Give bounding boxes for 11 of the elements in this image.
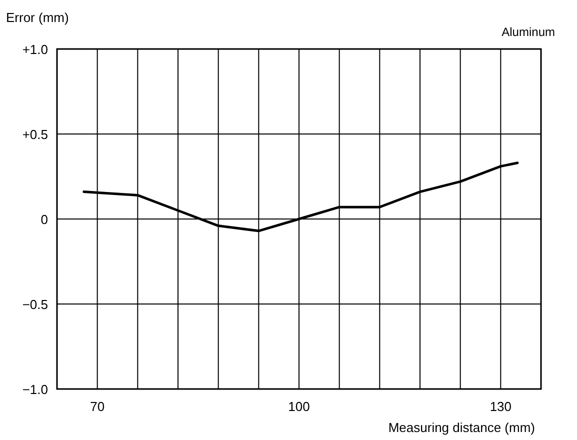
x-axis-title: Measuring distance (mm) (388, 420, 535, 435)
x-tick-label: 130 (490, 399, 512, 414)
y-tick-label: −0.5 (22, 297, 48, 312)
x-tick-label: 100 (288, 399, 310, 414)
x-tick-label: 70 (90, 399, 105, 414)
y-tick-label: +1.0 (22, 42, 48, 57)
y-tick-label: 0 (40, 212, 48, 227)
y-axis-title: Error (mm) (6, 10, 69, 25)
y-tick-label: −1.0 (22, 382, 48, 397)
y-tick-label: +0.5 (22, 127, 48, 142)
chart-title: Aluminum (502, 25, 555, 39)
